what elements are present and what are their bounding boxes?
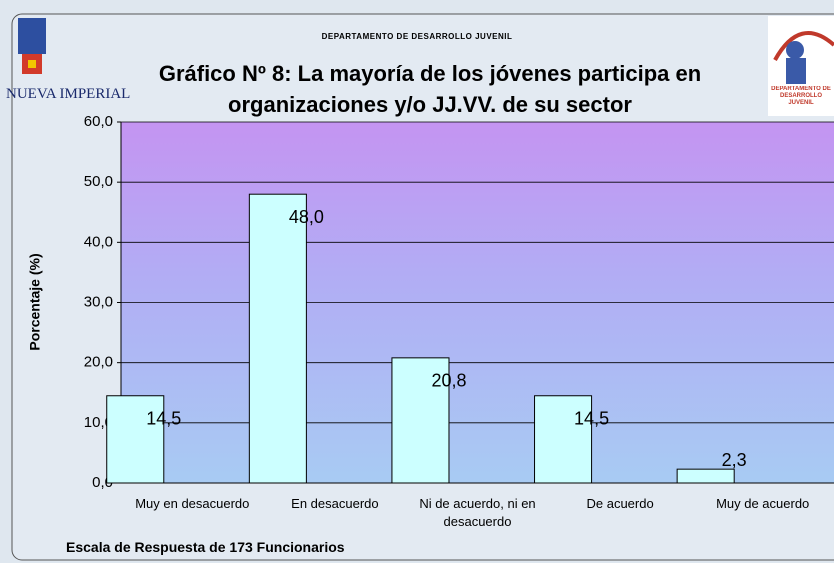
y-tick-label: 50,0 — [84, 173, 113, 190]
value-label: 14,5 — [574, 409, 609, 429]
chart-title: Gráfico Nº 8: La mayoría de los jóvenes … — [110, 58, 750, 120]
left-logo-text: NUEVA IMPERIAL — [6, 86, 130, 103]
x-axis-label: Escala de Respuesta de 173 Funcionarios — [66, 539, 345, 555]
value-label: 14,5 — [146, 409, 181, 429]
value-label: 20,8 — [431, 371, 466, 391]
page: Porcentaje (%) 0,010,020,030,040,050,060… — [0, 0, 834, 563]
right-logo-text: DEPARTAMENTO DE DESARROLLO JUVENIL — [768, 86, 834, 107]
bar — [677, 469, 734, 483]
value-label: 2,3 — [722, 450, 747, 470]
value-label: 48,0 — [289, 207, 324, 227]
department: DEPARTAMENTO DE DESARROLLO JUVENIL — [0, 32, 834, 41]
y-axis-label: Porcentaje (%) — [27, 253, 43, 350]
y-tick-label: 40,0 — [84, 233, 113, 250]
y-tick-label: 20,0 — [84, 354, 113, 371]
x-tick-label: En desacuerdo — [270, 495, 400, 513]
x-tick-label: De acuerdo — [555, 495, 685, 513]
bar — [249, 194, 306, 483]
x-tick-label: Muy en desacuerdo — [127, 495, 257, 513]
x-tick-label: Muy de acuerdo — [698, 495, 828, 513]
y-tick-label: 60,0 — [84, 113, 113, 130]
x-tick-label: Ni de acuerdo, ni en desacuerdo — [413, 495, 543, 531]
left-logo — [18, 18, 46, 74]
y-tick-label: 30,0 — [84, 293, 113, 310]
